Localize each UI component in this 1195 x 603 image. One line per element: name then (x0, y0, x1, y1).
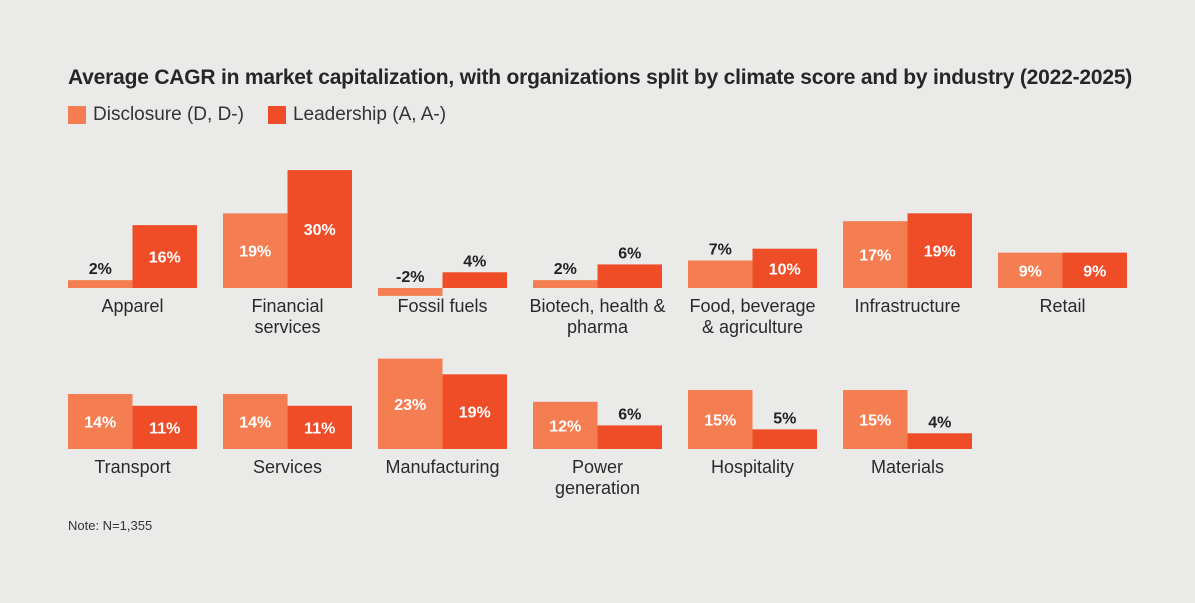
bar-transport-disclosure (68, 393, 133, 449)
bar-power-generation-disclosure (533, 401, 598, 449)
value-label-hospitality-disclosure: 15% (704, 413, 736, 430)
value-label-apparel-leadership: 16% (149, 250, 181, 267)
bar-materials-leadership (907, 433, 972, 449)
category-label-materials: Materials (871, 457, 944, 477)
value-label-manufacturing-leadership: 19% (459, 405, 491, 422)
category-label-food-beverage-agriculture-line2: & agriculture (702, 317, 803, 337)
bar-services-disclosure (223, 393, 288, 449)
bar-materials-disclosure (843, 390, 908, 449)
value-label-financial-services-disclosure: 19% (239, 244, 271, 261)
bar-transport-leadership (132, 405, 197, 449)
bar-hospitality-leadership (752, 429, 817, 449)
value-label-materials-disclosure: 15% (859, 413, 891, 430)
category-label-manufacturing: Manufacturing (385, 457, 499, 477)
bar-infrastructure-disclosure (843, 221, 908, 288)
value-label-power-generation-disclosure: 12% (549, 418, 581, 435)
category-label-fossil-fuels: Fossil fuels (397, 296, 487, 316)
value-label-biotech-health-pharma-disclosure: 2% (554, 261, 577, 278)
value-label-financial-services-leadership: 30% (304, 222, 336, 239)
note: Note: N=1,355 (68, 518, 153, 533)
bar-apparel-leadership (132, 225, 197, 288)
category-label-hospitality: Hospitality (711, 457, 794, 477)
legend-label-disclosure: Disclosure (D, D-) (93, 104, 244, 125)
legend-item-leadership: Leadership (A, A-) (267, 104, 447, 126)
bar-infrastructure-leadership (907, 213, 972, 288)
bar-financial-services-leadership (287, 170, 352, 288)
bar-manufacturing-disclosure (378, 358, 443, 449)
category-label-services: Services (253, 457, 322, 477)
category-label-biotech-health-pharma-line2: pharma (567, 317, 629, 337)
bar-biotech-health-pharma-leadership (597, 264, 662, 288)
legend-item-disclosure: Disclosure (D, D-) (68, 104, 244, 126)
bar-retail-disclosure (998, 252, 1063, 288)
bar-power-generation-leadership (597, 425, 662, 449)
category-label-transport: Transport (94, 457, 170, 477)
value-label-power-generation-leadership: 6% (618, 406, 641, 423)
value-label-apparel-disclosure: 2% (89, 261, 112, 278)
value-label-materials-leadership: 4% (928, 414, 951, 431)
legend: Disclosure (D, D-) Leadership (A, A-) (68, 104, 470, 126)
legend-swatch-disclosure (68, 106, 86, 124)
value-label-manufacturing-disclosure: 23% (394, 397, 426, 414)
legend-swatch-leadership (267, 106, 286, 124)
value-label-food-beverage-agriculture-disclosure: 7% (709, 241, 732, 258)
category-label-financial-services: Financial (251, 296, 323, 316)
category-label-infrastructure: Infrastructure (854, 296, 960, 316)
bar-apparel-disclosure (68, 280, 133, 288)
bar-biotech-health-pharma-disclosure (533, 280, 598, 288)
value-label-transport-disclosure: 14% (84, 414, 116, 431)
bar-food-beverage-agriculture-leadership (752, 248, 817, 288)
value-label-services-leadership: 11% (304, 420, 335, 437)
bar-services-leadership (287, 405, 352, 449)
value-label-retail-disclosure: 9% (1019, 263, 1042, 280)
bar-hospitality-disclosure (688, 390, 753, 449)
value-label-biotech-health-pharma-leadership: 6% (618, 245, 641, 262)
category-label-food-beverage-agriculture: Food, beverage (689, 296, 815, 316)
value-label-fossil-fuels-leadership: 4% (463, 253, 486, 270)
value-label-hospitality-leadership: 5% (773, 410, 796, 427)
value-label-infrastructure-disclosure: 17% (859, 248, 891, 265)
bar-retail-leadership (1062, 252, 1127, 288)
bar-food-beverage-agriculture-disclosure (688, 260, 753, 288)
value-label-retail-leadership: 9% (1083, 263, 1106, 280)
category-label-biotech-health-pharma: Biotech, health & (529, 296, 665, 316)
value-label-services-disclosure: 14% (239, 414, 271, 431)
bar-fossil-fuels-leadership (442, 272, 507, 288)
category-label-power-generation-line2: generation (555, 478, 640, 498)
value-label-transport-leadership: 11% (149, 420, 180, 437)
value-label-infrastructure-leadership: 19% (924, 244, 956, 261)
category-label-retail: Retail (1039, 296, 1085, 316)
chart-title: Average CAGR in market capitalization, w… (68, 66, 1133, 89)
bar-manufacturing-leadership (442, 374, 507, 449)
bar-financial-services-disclosure (223, 213, 288, 288)
category-label-financial-services-line2: services (254, 317, 320, 337)
category-label-power-generation: Power (572, 457, 623, 477)
bar-fossil-fuels-disclosure (378, 288, 443, 296)
value-label-food-beverage-agriculture-leadership: 10% (769, 261, 801, 278)
category-label-apparel: Apparel (101, 296, 163, 316)
value-label-fossil-fuels-disclosure: -2% (396, 269, 424, 286)
legend-label-leadership: Leadership (A, A-) (292, 104, 447, 125)
